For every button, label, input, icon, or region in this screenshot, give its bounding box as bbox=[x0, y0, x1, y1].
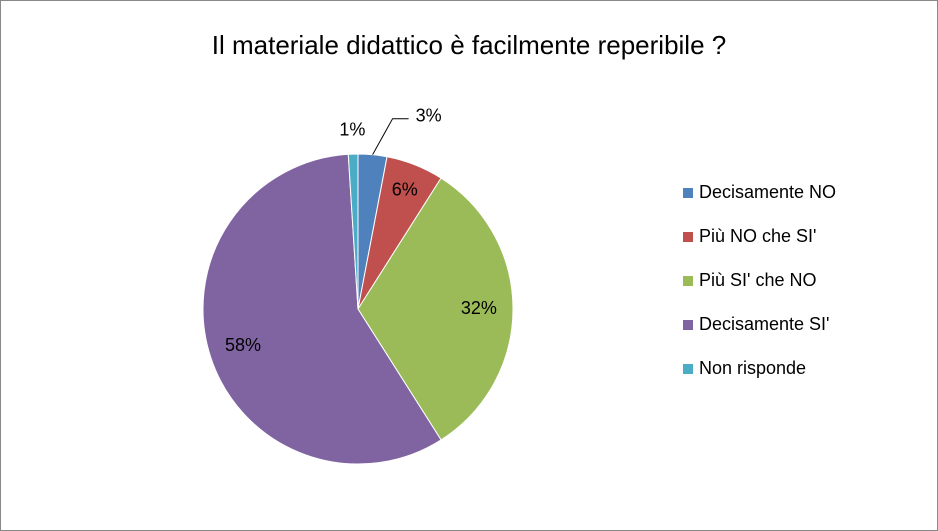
legend-label: Più SI' che NO bbox=[699, 270, 816, 290]
legend-swatch bbox=[683, 320, 693, 330]
legend-label: Decisamente NO bbox=[699, 182, 836, 202]
legend-label: Decisamente SI' bbox=[699, 314, 830, 334]
data-label: 6% bbox=[392, 180, 418, 200]
chart-title: Il materiale didattico è facilmente repe… bbox=[212, 30, 726, 60]
legend-label: Più NO che SI' bbox=[699, 226, 816, 246]
legend-swatch bbox=[683, 364, 693, 374]
leader-line bbox=[372, 118, 409, 155]
legend-label: Non risponde bbox=[699, 358, 806, 378]
pie-slice bbox=[202, 153, 442, 465]
pie-slice bbox=[357, 177, 514, 441]
legend-swatch bbox=[683, 232, 693, 242]
legend-swatch bbox=[683, 276, 693, 286]
data-label: 3% bbox=[416, 105, 442, 125]
pie-slice bbox=[347, 153, 359, 310]
data-label: 58% bbox=[225, 335, 261, 355]
data-label: 1% bbox=[339, 120, 365, 140]
legend-swatch bbox=[683, 188, 693, 198]
data-label: 32% bbox=[461, 298, 497, 318]
